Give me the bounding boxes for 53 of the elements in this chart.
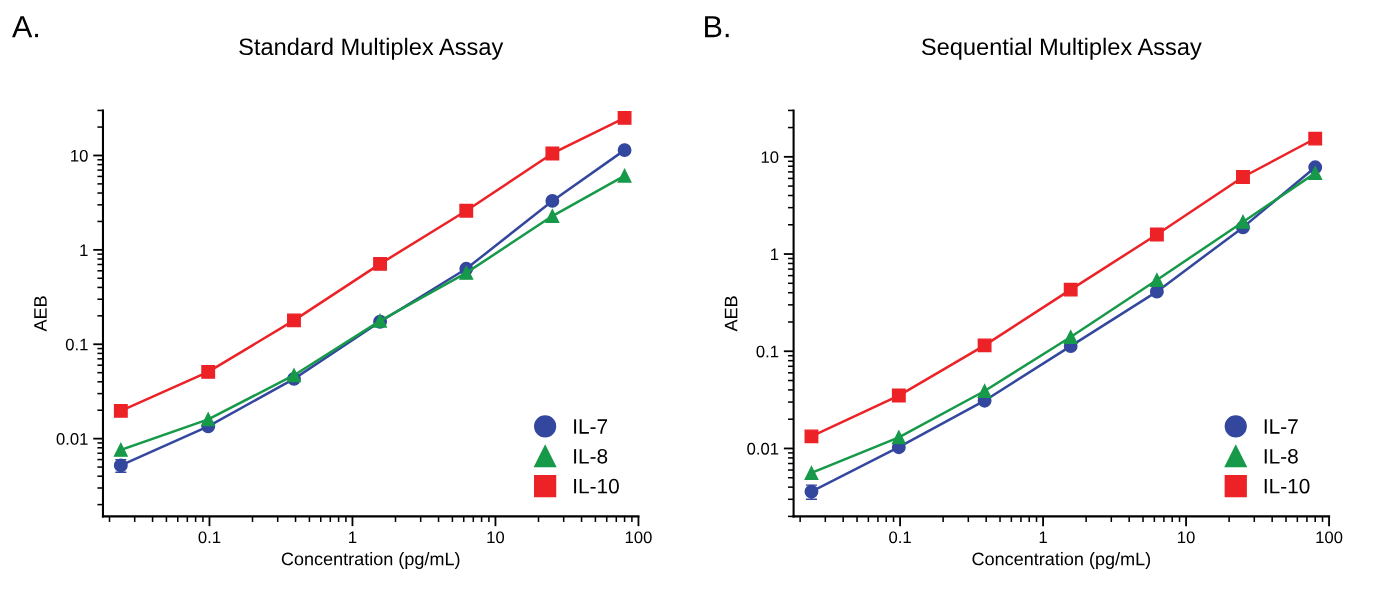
point [977, 338, 992, 353]
y-tick-label: 0.1 [65, 338, 88, 351]
x-tick-label: 0.1 [889, 531, 911, 544]
x-axis-title: Concentration (pg/mL) [281, 552, 460, 569]
x-tick-label: 1 [1039, 531, 1047, 544]
point [977, 384, 992, 398]
point [113, 403, 128, 418]
point [804, 429, 819, 444]
x-tick-label: 10 [1178, 531, 1195, 544]
chart-title: Standard Multiplex Assay [239, 37, 504, 60]
y-tick-label: 10 [761, 151, 779, 164]
y-tick-label: 0.01 [56, 433, 88, 445]
y-axis-title: AEB [724, 296, 738, 332]
y-tick-label: 0.1 [756, 345, 779, 358]
point [545, 209, 560, 224]
y-tick-label: 10 [71, 149, 88, 162]
point [891, 430, 906, 445]
x-axis-title: Concentration (pg/mL) [972, 552, 1151, 569]
legend-label: IL-7 [1264, 419, 1298, 434]
point [545, 146, 560, 161]
y-tick-label: 0.01 [747, 442, 779, 455]
point [1236, 214, 1250, 229]
point [545, 193, 560, 208]
point [201, 364, 216, 379]
point [891, 388, 906, 403]
point [113, 442, 128, 457]
legend-label: IL-8 [574, 448, 608, 464]
x-tick-label: 0.1 [198, 531, 221, 544]
x-tick-label: 100 [625, 531, 652, 544]
legend-label: IL-7 [574, 419, 608, 434]
y-axis-title: AEB [34, 296, 47, 332]
legend-label: IL-10 [574, 478, 619, 494]
text: B. [705, 16, 729, 38]
point [287, 313, 301, 328]
point [1236, 170, 1250, 184]
y-tick-label: 1 [771, 248, 779, 261]
point [459, 265, 474, 280]
point [1149, 273, 1164, 287]
point [201, 412, 216, 427]
x-tick-label: 1 [349, 531, 357, 544]
point [1063, 330, 1078, 344]
point [459, 203, 474, 218]
point [1149, 227, 1164, 242]
x-tick-label: 100 [1316, 531, 1343, 544]
point [373, 256, 388, 271]
point [804, 465, 819, 480]
point [1063, 282, 1078, 297]
legend-label: IL-10 [1264, 478, 1310, 494]
chart-title: Sequential Multiplex Assay [921, 37, 1202, 60]
x-tick-label: 10 [487, 531, 505, 544]
y-tick-label: 1 [80, 244, 88, 256]
text: A. [12, 16, 39, 38]
legend-label: IL-8 [1264, 448, 1298, 464]
